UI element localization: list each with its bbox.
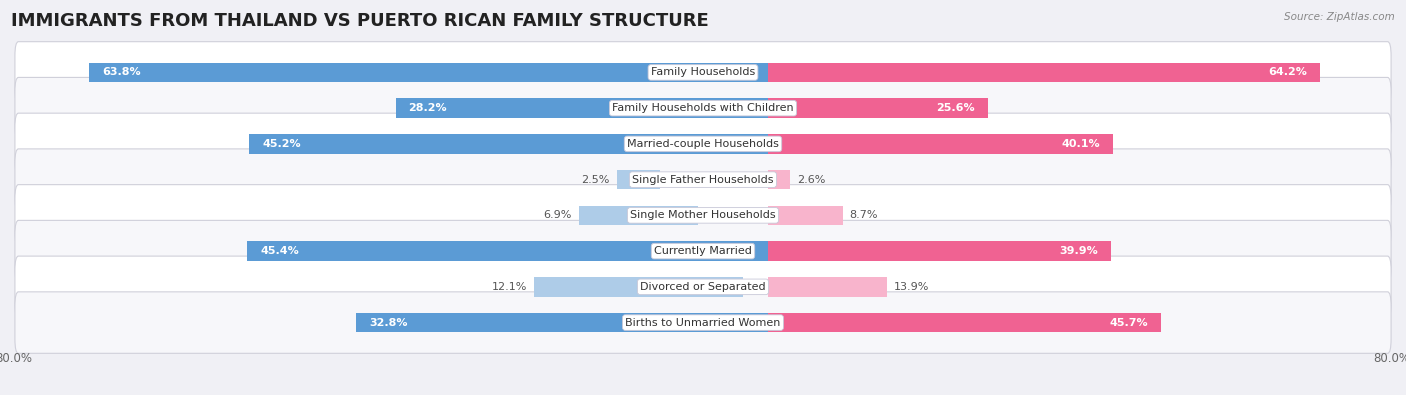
Text: 28.2%: 28.2%	[409, 103, 447, 113]
Text: Family Households with Children: Family Households with Children	[612, 103, 794, 113]
Bar	[768, 62, 1320, 82]
Text: 25.6%: 25.6%	[936, 103, 976, 113]
Text: Family Households: Family Households	[651, 68, 755, 77]
Text: 13.9%: 13.9%	[894, 282, 929, 292]
FancyBboxPatch shape	[15, 256, 1391, 318]
Bar	[638, 313, 921, 333]
Bar	[395, 98, 638, 118]
Text: Currently Married: Currently Married	[654, 246, 752, 256]
Text: Source: ZipAtlas.com: Source: ZipAtlas.com	[1284, 12, 1395, 22]
Text: Births to Unmarried Women: Births to Unmarried Women	[626, 318, 780, 327]
Text: Single Father Households: Single Father Households	[633, 175, 773, 184]
Text: Single Mother Households: Single Mother Households	[630, 211, 776, 220]
Bar	[638, 62, 1188, 82]
Text: 6.9%: 6.9%	[544, 211, 572, 220]
Text: 32.8%: 32.8%	[368, 318, 408, 327]
Text: 12.1%: 12.1%	[492, 282, 527, 292]
Text: IMMIGRANTS FROM THAILAND VS PUERTO RICAN FAMILY STRUCTURE: IMMIGRANTS FROM THAILAND VS PUERTO RICAN…	[11, 12, 709, 30]
Bar	[768, 170, 790, 190]
Bar	[768, 98, 988, 118]
Text: 45.2%: 45.2%	[262, 139, 301, 149]
Text: 39.9%: 39.9%	[1060, 246, 1098, 256]
Bar	[768, 313, 1161, 333]
Text: 45.4%: 45.4%	[260, 246, 299, 256]
FancyBboxPatch shape	[15, 184, 1391, 246]
Bar	[638, 98, 882, 118]
FancyBboxPatch shape	[15, 77, 1391, 139]
Bar	[249, 134, 638, 154]
Text: 63.8%: 63.8%	[101, 68, 141, 77]
Bar	[89, 62, 638, 82]
Bar	[247, 241, 638, 261]
Bar	[638, 277, 742, 297]
Bar	[638, 170, 659, 190]
Bar	[768, 241, 1111, 261]
FancyBboxPatch shape	[15, 292, 1391, 353]
Bar	[579, 205, 638, 225]
Bar	[638, 134, 1028, 154]
Bar	[534, 277, 638, 297]
Text: 2.5%: 2.5%	[582, 175, 610, 184]
FancyBboxPatch shape	[15, 113, 1391, 175]
FancyBboxPatch shape	[15, 149, 1391, 211]
FancyBboxPatch shape	[15, 42, 1391, 103]
FancyBboxPatch shape	[15, 220, 1391, 282]
Text: 64.2%: 64.2%	[1268, 68, 1308, 77]
Bar	[356, 313, 638, 333]
Text: 2.6%: 2.6%	[797, 175, 825, 184]
Text: 45.7%: 45.7%	[1109, 318, 1149, 327]
Text: 8.7%: 8.7%	[849, 211, 877, 220]
Bar	[617, 170, 638, 190]
Text: Divorced or Separated: Divorced or Separated	[640, 282, 766, 292]
Text: 40.1%: 40.1%	[1062, 139, 1099, 149]
Bar	[768, 205, 842, 225]
Bar	[638, 241, 1029, 261]
Bar	[768, 277, 887, 297]
Bar	[768, 134, 1114, 154]
Text: Married-couple Households: Married-couple Households	[627, 139, 779, 149]
Bar	[638, 205, 697, 225]
